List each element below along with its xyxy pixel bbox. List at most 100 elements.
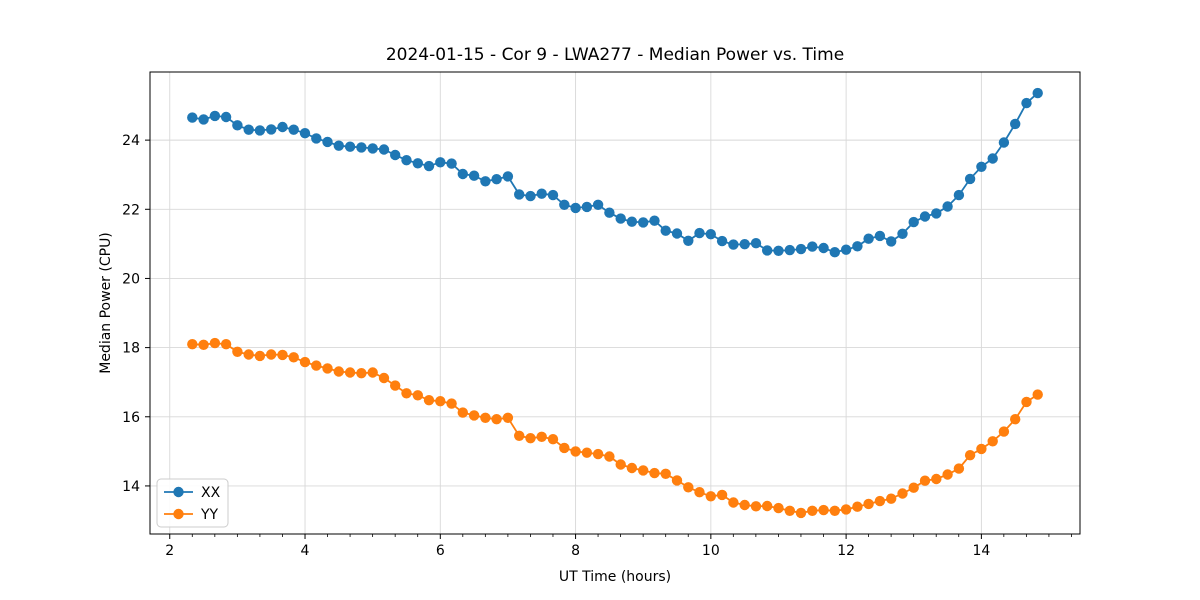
data-point-XX <box>457 168 468 180</box>
data-point-XX <box>818 242 829 254</box>
data-point-YY <box>412 390 423 401</box>
data-point-YY <box>807 505 818 516</box>
data-point-YY <box>559 442 570 454</box>
data-point-XX <box>1021 97 1032 109</box>
data-point-XX <box>987 153 998 164</box>
data-point-XX <box>559 199 570 210</box>
data-point-XX <box>423 160 435 172</box>
data-point-XX <box>356 142 367 153</box>
data-point-XX <box>570 202 581 214</box>
x-tick-label: 8 <box>571 543 580 559</box>
data-point-YY <box>333 366 344 377</box>
data-point-YY <box>525 433 536 444</box>
data-point-YY <box>604 451 615 462</box>
data-point-XX <box>840 244 852 255</box>
data-point-XX <box>480 176 491 187</box>
data-point-XX <box>378 144 390 155</box>
data-point-YY <box>728 497 739 508</box>
data-point-XX <box>694 227 705 239</box>
data-point-YY <box>468 410 480 421</box>
data-point-XX <box>311 133 322 144</box>
x-tick-label: 2 <box>165 543 174 559</box>
data-point-YY <box>942 469 953 480</box>
data-point-YY <box>187 339 198 350</box>
data-point-YY <box>1010 414 1021 425</box>
legend-label-XX: XX <box>201 485 221 501</box>
data-point-YY <box>874 495 886 507</box>
data-point-YY <box>615 459 626 470</box>
data-point-YY <box>547 434 559 445</box>
data-point-XX <box>784 244 795 256</box>
series-line-YY <box>192 342 1039 514</box>
data-point-XX <box>671 228 683 239</box>
data-point-YY <box>367 367 378 378</box>
data-point-XX <box>344 141 356 152</box>
data-point-YY <box>773 502 784 514</box>
data-point-XX <box>514 189 525 200</box>
legend-marker-YY <box>173 508 184 520</box>
data-point-XX <box>908 216 919 228</box>
data-point-YY <box>277 349 288 361</box>
data-point-XX <box>401 155 412 166</box>
data-point-YY <box>299 356 311 368</box>
series-XX <box>187 87 1043 258</box>
y-tick-label: 18 <box>122 341 140 357</box>
data-point-XX <box>412 158 423 169</box>
data-point-YY <box>931 473 942 485</box>
x-tick-label: 12 <box>837 543 855 559</box>
data-point-YY <box>344 367 356 378</box>
data-point-YY <box>987 436 998 447</box>
data-point-YY <box>401 388 412 399</box>
data-point-YY <box>243 349 254 360</box>
data-point-YY <box>311 360 322 371</box>
data-point-XX <box>716 235 728 247</box>
data-point-YY <box>739 499 750 511</box>
data-point-XX <box>333 140 344 151</box>
data-point-XX <box>1032 87 1043 99</box>
data-point-YY <box>716 489 728 501</box>
data-point-YY <box>919 475 931 486</box>
data-point-XX <box>942 201 953 212</box>
data-point-XX <box>976 161 987 172</box>
data-point-XX <box>198 114 209 125</box>
data-point-XX <box>220 111 232 123</box>
data-point-YY <box>886 493 897 504</box>
data-point-YY <box>288 352 299 363</box>
data-point-XX <box>367 143 378 154</box>
data-point-YY <box>446 398 457 409</box>
data-point-XX <box>660 225 671 236</box>
data-point-XX <box>502 171 514 182</box>
data-point-XX <box>243 124 254 135</box>
data-point-YY <box>998 426 1010 437</box>
data-point-XX <box>435 157 446 168</box>
data-point-YY <box>435 396 446 407</box>
data-point-XX <box>266 124 277 135</box>
data-point-YY <box>480 412 491 423</box>
data-point-YY <box>232 346 243 357</box>
data-point-XX <box>232 120 243 131</box>
data-point-YY <box>705 491 716 502</box>
data-point-YY <box>457 407 468 418</box>
data-point-YY <box>536 431 547 442</box>
data-point-YY <box>581 447 593 458</box>
chart-title: 2024-01-15 - Cor 9 - LWA277 - Median Pow… <box>386 45 844 65</box>
data-point-XX <box>536 188 547 199</box>
data-point-YY <box>638 465 649 476</box>
data-point-YY <box>649 467 660 479</box>
data-point-YY <box>514 430 525 441</box>
data-point-XX <box>277 121 288 133</box>
data-point-YY <box>356 368 367 379</box>
y-axis-label: Median Power (CPU) <box>98 232 114 374</box>
data-point-YY <box>502 412 514 423</box>
data-point-YY <box>829 505 840 516</box>
data-point-YY <box>908 482 919 493</box>
data-point-YY <box>976 443 987 455</box>
data-point-XX <box>288 124 299 135</box>
data-point-YY <box>322 363 333 374</box>
data-point-YY <box>570 446 581 457</box>
data-point-XX <box>187 112 198 123</box>
data-point-XX <box>863 233 874 244</box>
data-point-XX <box>953 189 965 201</box>
data-point-XX <box>322 136 333 148</box>
